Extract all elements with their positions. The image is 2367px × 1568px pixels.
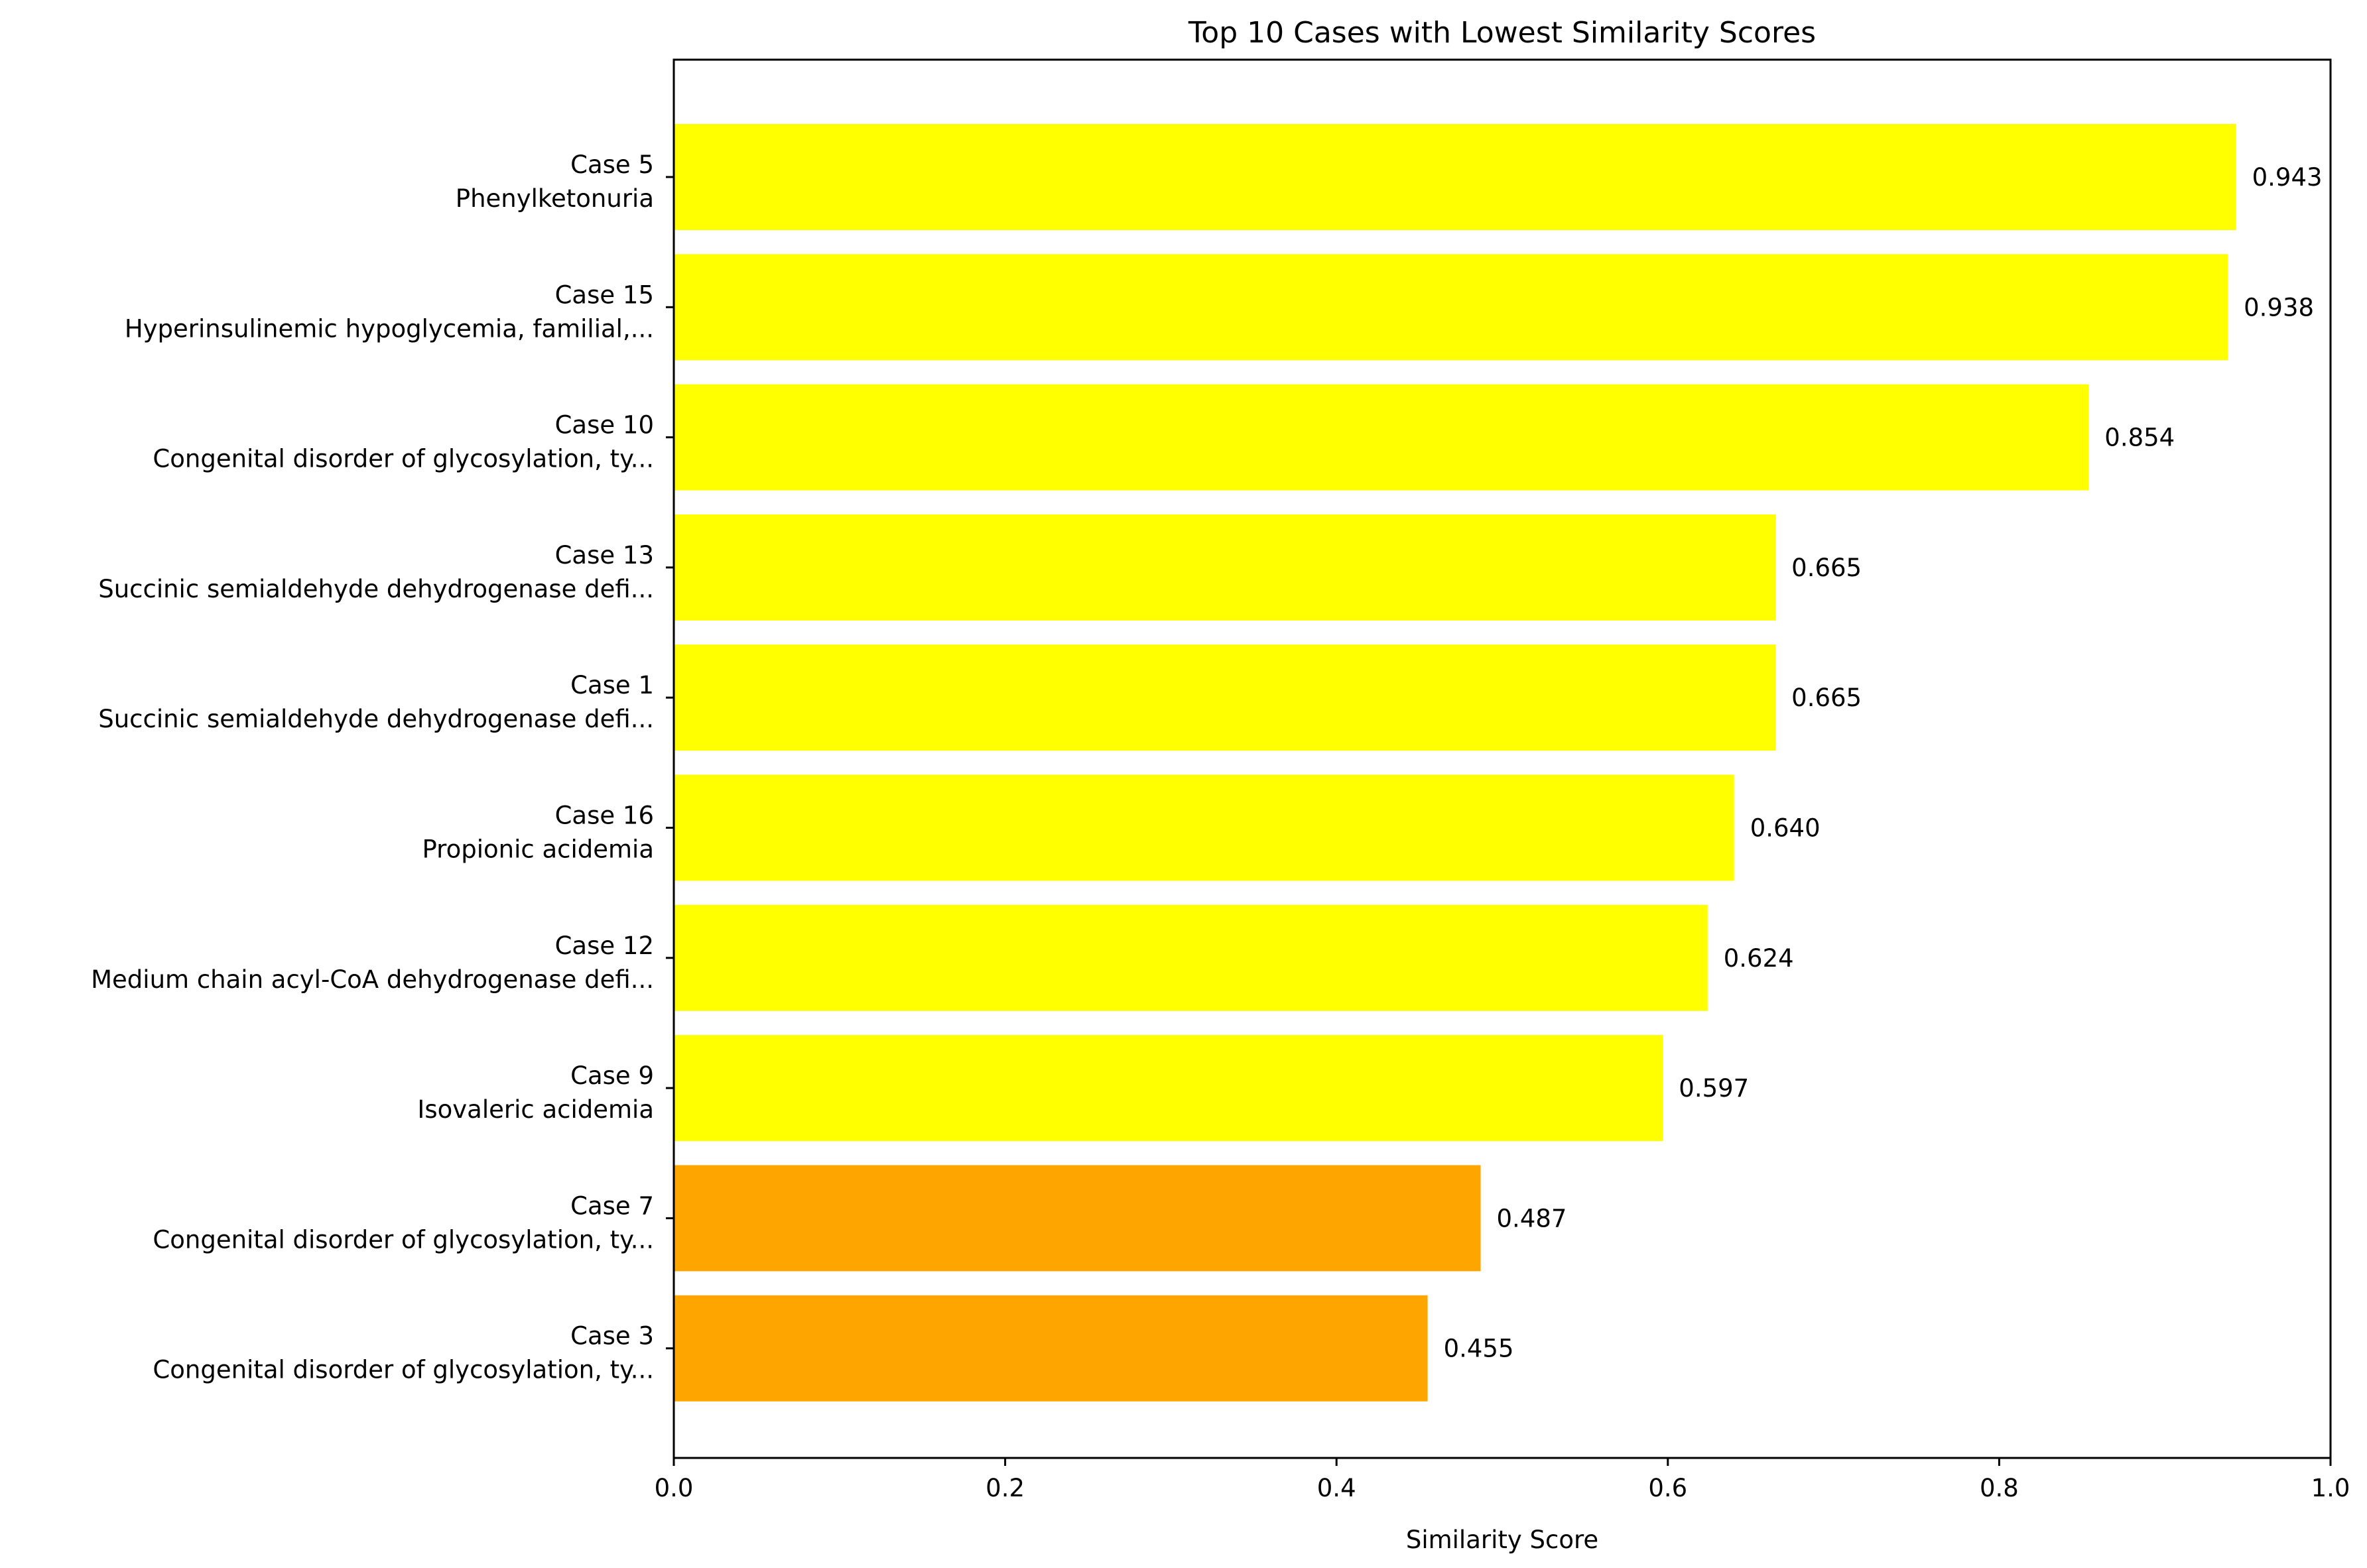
y-tick-label-disease: Medium chain acyl-CoA dehydrogenase defi… (91, 965, 654, 994)
y-tick-label-case: Case 3 (570, 1322, 654, 1351)
bar-value-label: 0.624 (1724, 944, 1794, 973)
x-tick-label: 0.6 (1648, 1474, 1687, 1502)
x-axis: 0.0 0.2 0.4 0.6 0.8 1.0 (655, 1458, 2350, 1502)
x-tick-label: 1.0 (2311, 1474, 2350, 1502)
bar-value-label: 0.854 (2104, 424, 2175, 452)
bar-value-label: 0.938 (2244, 293, 2314, 322)
y-tick-label-disease: Succinic semialdehyde dehydrogenase defi… (98, 705, 654, 733)
x-tick-label: 0.2 (986, 1474, 1025, 1502)
y-tick-label-case: Case 1 (570, 671, 654, 699)
y-tick-label-disease: Congenital disorder of glycosylation, ty… (153, 445, 654, 473)
bar (674, 124, 2236, 230)
bar (674, 904, 1708, 1011)
y-axis: Case 5 Phenylketonuria Case 15 Hyperinsulin… (91, 151, 674, 1384)
bar (674, 384, 2089, 491)
chart-title: Top 10 Cases with Lowest Similarity Scor… (1188, 16, 1816, 50)
y-tick-label-disease: Congenital disorder of glycosylation, ty… (153, 1356, 654, 1384)
y-tick-label-case: Case 7 (570, 1191, 654, 1220)
bar (674, 644, 1776, 751)
bar (674, 774, 1734, 881)
y-tick-label-case: Case 10 (555, 411, 654, 440)
y-tick-label-disease: Isovaleric acidemia (417, 1095, 654, 1124)
y-tick-label-case: Case 16 (555, 802, 654, 830)
y-tick-label-case: Case 9 (570, 1061, 654, 1090)
x-axis-label: Similarity Score (1406, 1526, 1598, 1554)
bar-value-label: 0.640 (1750, 814, 1821, 843)
x-tick-label: 0.8 (1980, 1474, 2019, 1502)
bar-value-label: 0.455 (1444, 1335, 1514, 1363)
y-tick-label-disease: Phenylketonuria (456, 184, 654, 213)
bar (674, 254, 2228, 361)
bar-value-label: 0.665 (1791, 684, 1862, 712)
bar (674, 514, 1776, 621)
y-tick-label-case: Case 5 (570, 151, 654, 179)
bar-value-label: 0.597 (1679, 1074, 1749, 1103)
plot-frame (672, 58, 2332, 1459)
y-tick-label-disease: Hyperinsulinemic hypoglycemia, familial,… (125, 314, 654, 343)
bar-value-label: 0.943 (2252, 163, 2323, 192)
y-tick-label-disease: Succinic semialdehyde dehydrogenase defi… (98, 575, 654, 603)
bar-value-label: 0.665 (1791, 554, 1862, 582)
y-tick-label-case: Case 13 (555, 541, 654, 570)
y-tick-label-case: Case 12 (555, 932, 654, 960)
bar (674, 1165, 1481, 1272)
y-tick-label-disease: Congenital disorder of glycosylation, ty… (153, 1225, 654, 1254)
bars-layer: 0.943 0.938 0.854 0.665 0.665 0.640 0.624 0.597… (674, 124, 2323, 1402)
bar (674, 1035, 1663, 1142)
bar (674, 1295, 1428, 1402)
y-tick-label-case: Case 15 (555, 280, 654, 309)
bar-value-label: 0.487 (1497, 1204, 1567, 1233)
x-tick-label: 0.4 (1317, 1474, 1356, 1502)
x-tick-label: 0.0 (655, 1474, 694, 1502)
y-tick-label-disease: Propionic acidemia (422, 835, 654, 864)
